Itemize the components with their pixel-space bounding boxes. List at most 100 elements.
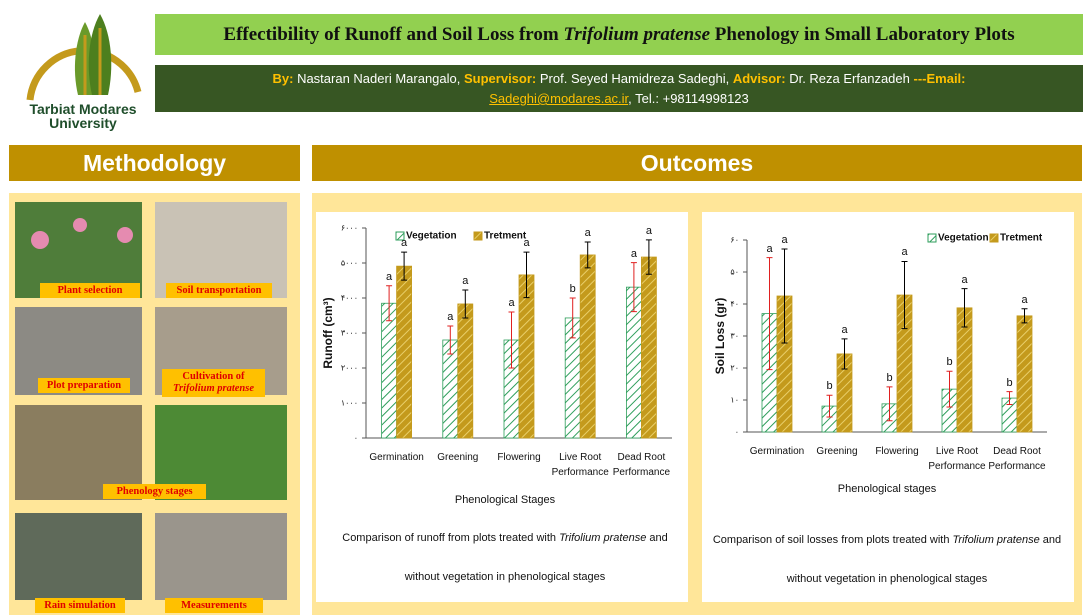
legend-swatch bbox=[473, 231, 483, 241]
significance-letter: a bbox=[901, 246, 908, 259]
caption-text: Comparison of runoff from plots treated … bbox=[342, 532, 560, 544]
significance-letter: b bbox=[886, 371, 893, 384]
photo-caption: Rain simulation bbox=[35, 598, 125, 613]
significance-letter: b bbox=[946, 356, 953, 369]
y-tick-label: ۱۰ bbox=[730, 395, 739, 405]
caption-species: Trifolium pratense bbox=[559, 532, 647, 544]
error-bar bbox=[1006, 391, 1013, 405]
title-bar: Effectibility of Runoff and Soil Loss fr… bbox=[155, 14, 1083, 55]
legend-swatch bbox=[395, 231, 405, 241]
error-bar bbox=[645, 239, 652, 275]
x-tick-label: Dead Root Performance bbox=[988, 446, 1046, 472]
y-tick-label: ۲۰۰۰ bbox=[340, 363, 358, 373]
legend-label: Tretment bbox=[1000, 232, 1043, 244]
significance-letter: a bbox=[462, 274, 469, 287]
x-axis-title: Phenological Stages bbox=[454, 494, 556, 506]
error-bar bbox=[584, 241, 591, 269]
authors-bar: By: Nastaran Naderi Marangalo, Superviso… bbox=[155, 65, 1083, 112]
significance-letter: b bbox=[569, 283, 576, 295]
y-tick-label: ۶۰ bbox=[730, 235, 739, 245]
label: By: bbox=[272, 71, 294, 86]
error-bar bbox=[946, 370, 953, 408]
photo-caption: Phenology stages bbox=[103, 484, 206, 499]
error-bar bbox=[523, 251, 530, 299]
y-tick-label: ۰ bbox=[734, 427, 739, 437]
significance-letter: a bbox=[386, 270, 393, 283]
x-tick-label: Greening bbox=[437, 452, 479, 463]
significance-letter: a bbox=[630, 247, 637, 260]
caption-text: and without vegetation in phenological s… bbox=[404, 532, 671, 583]
photo-caption: Cultivation of Trifolium pratense bbox=[162, 369, 265, 397]
y-tick-label: ۶۰۰۰ bbox=[340, 223, 358, 233]
title: Phenology in Small Laboratory Plots bbox=[710, 23, 1015, 45]
error-bar bbox=[841, 338, 848, 370]
caption-text: Cultivation of bbox=[182, 371, 245, 382]
title-species: Trifolium pratense bbox=[563, 23, 711, 45]
significance-letter: b bbox=[826, 380, 833, 393]
legend-swatch bbox=[989, 233, 999, 243]
x-tick-label: Flowering bbox=[875, 446, 919, 457]
x-tick-label: Greening bbox=[816, 446, 858, 457]
advisor: Dr. Reza Erfanzadeh bbox=[789, 71, 910, 86]
chart-caption: Comparison of soil losses from plots tre… bbox=[707, 521, 1067, 599]
section-heading: Methodology bbox=[9, 145, 300, 181]
legend-label: Vegetation bbox=[938, 232, 989, 244]
section-heading: Outcomes bbox=[312, 145, 1082, 181]
significance-letter: a bbox=[523, 237, 530, 250]
legend-label: Vegetation bbox=[406, 230, 457, 242]
label: Supervisor: bbox=[464, 71, 537, 86]
significance-letter: a bbox=[584, 227, 591, 239]
label: ---Email: bbox=[913, 71, 966, 86]
legend-label: Tretment bbox=[484, 230, 527, 242]
photo bbox=[15, 513, 142, 600]
y-axis-title: Soil Loss (gr) bbox=[713, 297, 727, 375]
logo-emblem bbox=[26, 14, 142, 101]
author: Nastaran Naderi Marangalo, bbox=[297, 71, 461, 86]
error-bar bbox=[766, 257, 773, 371]
error-bar bbox=[569, 297, 576, 339]
significance-letter: a bbox=[508, 297, 515, 309]
title: Effectibility of Runoff and Soil Loss fr… bbox=[223, 23, 564, 45]
caption-text: Comparison of soil losses from plots tre… bbox=[712, 534, 953, 546]
significance-letter: a bbox=[766, 242, 773, 255]
significance-letter: a bbox=[1021, 293, 1028, 306]
error-bar bbox=[508, 311, 515, 369]
x-tick-label: Live Root Performance bbox=[928, 446, 986, 472]
x-tick-label: Flowering bbox=[497, 452, 541, 463]
chart-box bbox=[316, 212, 688, 602]
significance-letter: b bbox=[1006, 376, 1013, 389]
significance-letter: a bbox=[841, 323, 848, 336]
error-bar bbox=[462, 289, 469, 319]
y-tick-label: ۵۰ bbox=[730, 267, 739, 277]
y-tick-label: ۵۰۰۰ bbox=[340, 258, 358, 268]
y-tick-label: ۲۰ bbox=[730, 363, 739, 373]
significance-letter: a bbox=[447, 311, 454, 323]
significance-letter: a bbox=[961, 273, 968, 286]
caption-text: and without vegetation in phenological s… bbox=[786, 534, 1065, 585]
error-bar bbox=[630, 262, 637, 313]
error-bar bbox=[886, 386, 893, 422]
y-tick-label: ۳۰ bbox=[730, 331, 739, 341]
y-tick-label: ۴۰۰۰ bbox=[340, 293, 358, 303]
photo-caption: Soil transportation bbox=[166, 283, 272, 298]
x-axis-title: Phenological stages bbox=[837, 483, 937, 495]
email[interactable]: Sadeghi@modares.ac.ir bbox=[489, 91, 629, 106]
photo-caption: Plant selection bbox=[40, 283, 140, 298]
error-bar bbox=[447, 325, 454, 355]
error-bar bbox=[386, 285, 393, 322]
x-tick-label: Live Root Performance bbox=[551, 452, 609, 478]
y-axis-title: Runoff (cm³) bbox=[321, 297, 335, 369]
photo-caption: Plot preparation bbox=[38, 378, 130, 393]
logo-name: Tarbiat Modares University bbox=[29, 101, 137, 131]
phone: , Tel.: +98114998123 bbox=[628, 91, 749, 106]
photo bbox=[155, 513, 287, 600]
photo-caption: Measurements bbox=[165, 598, 263, 613]
x-tick-label: Germination bbox=[749, 446, 805, 457]
significance-letter: a bbox=[645, 224, 652, 237]
photo bbox=[15, 202, 142, 298]
y-tick-label: ۴۰ bbox=[730, 299, 739, 309]
y-tick-label: ۳۰۰۰ bbox=[340, 328, 358, 338]
